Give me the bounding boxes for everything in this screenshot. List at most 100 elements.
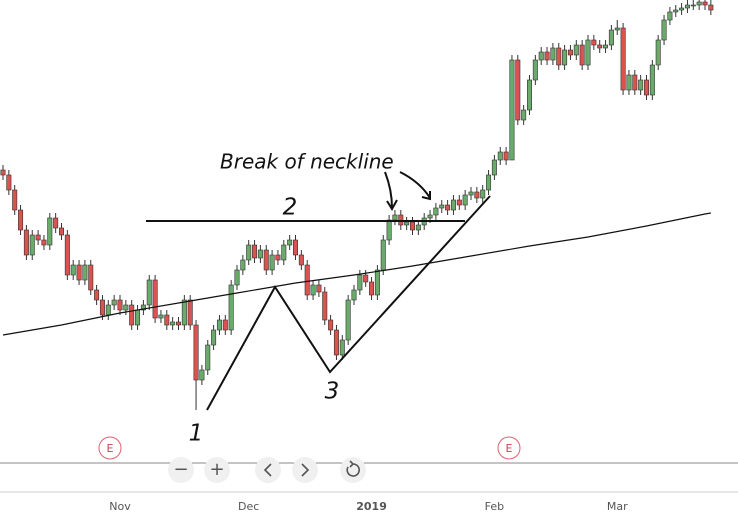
candle-body [614, 27, 620, 31]
candle-body [503, 151, 509, 161]
scroll-right-button[interactable] [292, 457, 318, 483]
chevron-icon [263, 463, 272, 477]
event-marker[interactable]: E [497, 436, 521, 460]
candle-body [164, 314, 170, 326]
point-label: 1 [189, 421, 204, 447]
candle-body [29, 234, 35, 256]
candle-body [246, 244, 252, 261]
candle-body [620, 27, 626, 91]
moving-average-line [2, 212, 711, 336]
candle-body [474, 191, 480, 199]
candle-body [392, 214, 398, 221]
candle-body [562, 49, 568, 66]
candle-body [339, 339, 345, 356]
candle-body [146, 279, 152, 306]
candle-body [281, 244, 287, 261]
candle-body [667, 11, 673, 21]
candle-body [409, 221, 415, 231]
candle-body [374, 269, 380, 296]
candle-body [23, 229, 29, 256]
candle-body [679, 7, 685, 11]
button-bg [255, 457, 281, 483]
candle-body [105, 304, 111, 316]
candle-body [135, 309, 141, 326]
candle-body [608, 29, 614, 46]
reset-button[interactable] [340, 457, 366, 483]
candle-body [556, 47, 562, 66]
candle-body [369, 281, 375, 296]
candle-body [386, 219, 392, 241]
candle-body [205, 344, 211, 371]
candle-body [181, 299, 187, 326]
candle-body [526, 79, 532, 111]
candle-body [491, 159, 497, 176]
candle-body [35, 234, 41, 241]
button-label: − [173, 459, 188, 480]
candle-body [158, 314, 164, 319]
annotation-title: Break of neckline [220, 150, 394, 174]
candle-body [47, 217, 53, 246]
candle-body [415, 224, 421, 231]
candle-body [702, 1, 708, 6]
candle-body [328, 319, 334, 331]
candle-body [316, 284, 322, 293]
candle-body [427, 214, 433, 219]
candle-body [579, 44, 585, 66]
candle-body [117, 299, 123, 311]
candle-body [129, 304, 135, 326]
candle-body [573, 44, 579, 56]
candle-body [199, 369, 205, 381]
candle-body [661, 19, 667, 41]
event-circle [497, 436, 521, 460]
event-circle [98, 436, 122, 460]
candle-body [292, 239, 298, 256]
reset-icon [346, 460, 360, 477]
event-marker[interactable]: E [98, 436, 122, 460]
candle-body [480, 189, 486, 199]
candle-body [538, 51, 544, 61]
chevron-icon [301, 463, 310, 477]
candle-body [123, 304, 129, 311]
zoom-in-button[interactable]: + [204, 457, 230, 483]
button-bg [292, 457, 318, 483]
zoom-out-button[interactable]: − [168, 457, 194, 483]
candle-body [585, 39, 591, 66]
pattern-lines [206, 195, 491, 411]
candle-body [257, 249, 263, 259]
candle-body [509, 59, 515, 161]
candle-body [64, 234, 70, 276]
scroll-left-button[interactable] [255, 457, 281, 483]
candle-body [263, 249, 269, 271]
candle-body [486, 174, 492, 191]
button-bg [168, 457, 194, 483]
candle-body [234, 269, 240, 286]
candle-body [176, 321, 182, 326]
candle-body [450, 199, 456, 211]
candle-body [193, 324, 199, 381]
candle-body [53, 217, 59, 229]
candle-body [94, 289, 100, 301]
candle-body [322, 291, 328, 321]
candle-body [655, 39, 661, 66]
button-bg [340, 457, 366, 483]
candle-body [515, 59, 521, 121]
candle-body [456, 199, 462, 206]
candle-body [99, 299, 105, 316]
candle-body [0, 169, 6, 176]
x-tick-label: Nov [109, 500, 131, 513]
candle-body [696, 1, 702, 6]
candle-body [404, 221, 410, 226]
x-tick-label: Dec [238, 500, 259, 513]
candle-body [363, 274, 369, 283]
candle-body [152, 279, 158, 319]
arrow [399, 171, 431, 201]
candle-body [433, 207, 439, 216]
candle-body [597, 44, 603, 49]
candle-body [298, 254, 304, 266]
candle-body [632, 74, 638, 91]
candle-body [532, 59, 538, 81]
button-bg [204, 457, 230, 483]
candle-body [240, 259, 246, 271]
candle-body [468, 191, 474, 196]
